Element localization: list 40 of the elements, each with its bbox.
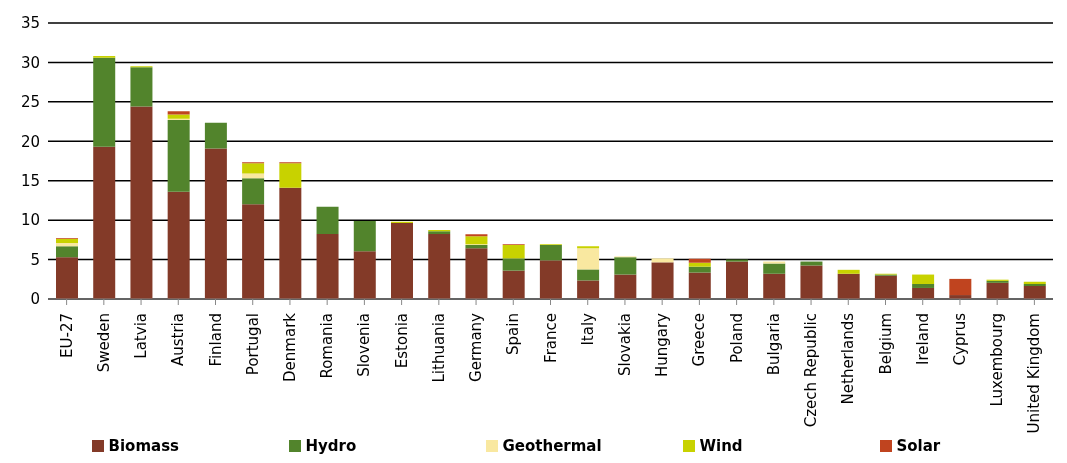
x-tick-label: Greece [690, 313, 709, 367]
x-tick-label: Cyprus [950, 312, 969, 366]
x-tick-label: Finland [206, 313, 225, 367]
x-tick-label: Romania [318, 313, 337, 379]
y-tick-label: 30 [20, 53, 40, 72]
x-tick-label: Slovakia [615, 313, 634, 376]
x-tick-label: Austria [169, 313, 188, 366]
x-tick-label: United Kingdom [1025, 313, 1044, 434]
y-tick-label: 35 [20, 14, 40, 33]
x-tick-label: France [541, 313, 560, 363]
x-tick-label: Germany [467, 312, 486, 382]
x-tick-label: Denmark [280, 312, 299, 382]
x-tick-label: Czech Republic [802, 313, 821, 428]
x-tick-label: Poland [727, 313, 746, 364]
legend-label: Biomass [108, 437, 179, 455]
x-tick-label: Hungary [653, 312, 672, 378]
x-tick-label: Spain [504, 313, 523, 355]
y-tick-label: 25 [20, 93, 40, 112]
x-tick-label: Ireland [913, 313, 932, 365]
x-tick-label: Portugal [243, 313, 262, 376]
x-tick-label: Italy [578, 312, 597, 346]
y-tick-label: 10 [20, 211, 40, 230]
legend-label: Hydro [305, 437, 357, 455]
x-tick-label: Bulgaria [764, 313, 783, 376]
y-tick-label: 20 [20, 132, 40, 151]
y-tick-label: 5 [30, 250, 40, 269]
x-tick-label: Belgium [876, 313, 895, 375]
x-tick-label: Estonia [392, 313, 411, 369]
x-tick-label: Luxembourg [988, 313, 1007, 407]
x-tick-label: Sweden [94, 313, 113, 373]
x-tick-label: Lithuania [429, 313, 448, 383]
x-tick-label: Slovenia [355, 313, 374, 377]
legend-label: Wind [699, 437, 743, 455]
x-tick-label: Latvia [132, 313, 151, 359]
y-tick-label: 15 [20, 172, 40, 191]
y-tick-label: 0 [30, 290, 40, 309]
x-tick-label: Netherlands [839, 312, 858, 405]
legend-label: Geothermal [502, 437, 602, 455]
legend-label: Solar [896, 437, 941, 455]
x-tick-label: EU-27 [57, 313, 76, 358]
